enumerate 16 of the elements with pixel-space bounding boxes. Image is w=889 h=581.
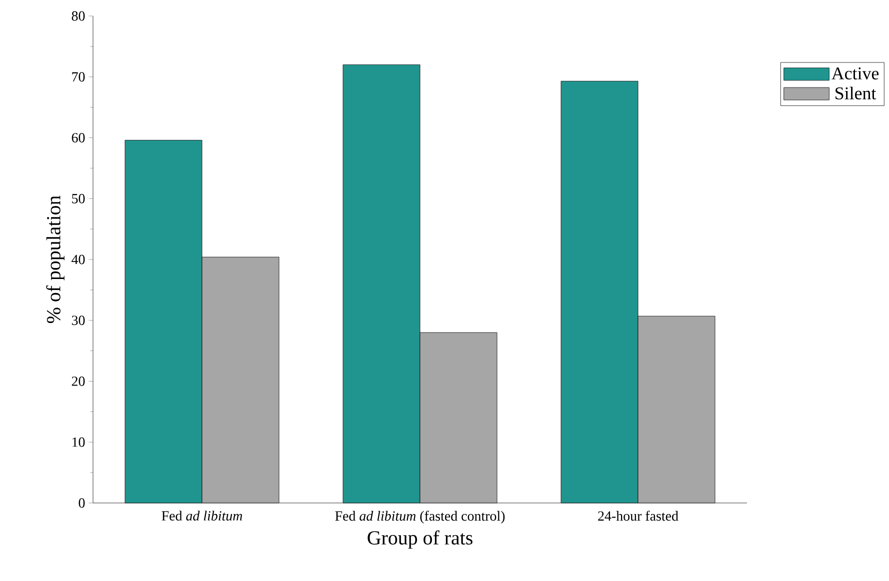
x-tick-label: Fed ad libitum — [162, 510, 242, 521]
y-tick-label: 10 — [72, 437, 85, 447]
y-tick-label: 70 — [72, 72, 85, 82]
y-axis-title: % of population — [46, 196, 64, 323]
x-tick-label: Fed ad libitum (fasted control) — [335, 510, 505, 524]
x-tick-label: 24-hour fasted — [598, 510, 678, 521]
y-tick-label: 80 — [72, 11, 85, 21]
y-tick-label: 60 — [72, 133, 85, 142]
y-tick-label: 0 — [78, 498, 85, 508]
y-tick-label: 30 — [72, 316, 85, 326]
legend-label: Active — [832, 67, 879, 80]
x-axis-title: Group of rats — [368, 530, 472, 549]
legend-label: Silent — [836, 86, 876, 100]
y-tick-label: 40 — [72, 254, 85, 264]
y-tick-label: 20 — [72, 376, 85, 386]
y-tick-label: 50 — [72, 194, 85, 204]
